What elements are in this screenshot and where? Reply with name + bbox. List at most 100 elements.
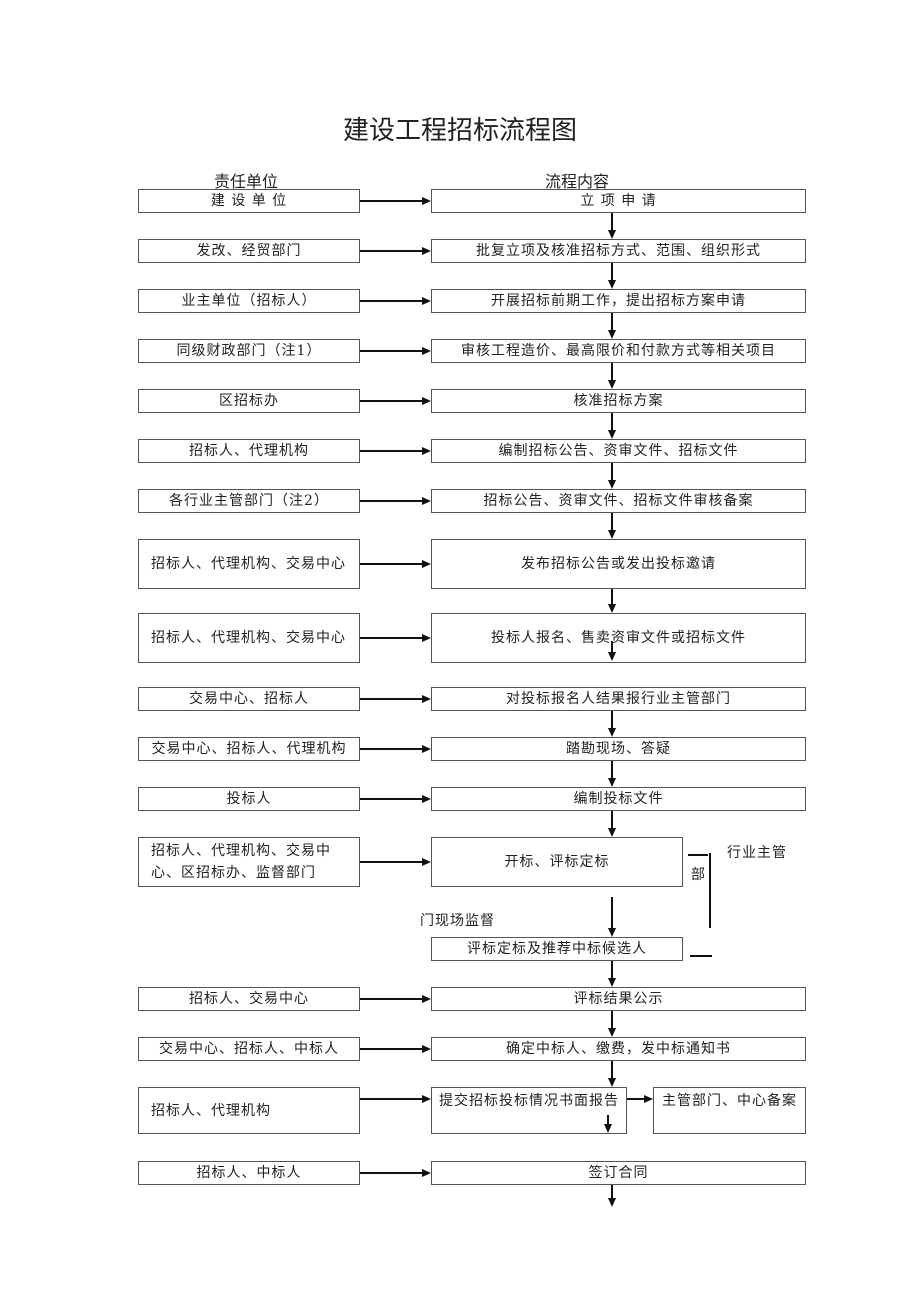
arrow-head [608,928,616,937]
box-label: 各行业主管部门（注2） [169,493,329,509]
responsible-box: 各行业主管部门（注2） [138,489,360,513]
arrow-head [608,1198,616,1207]
box-label: 业主单位（招标人） [181,293,317,309]
arrow-head [422,497,431,505]
responsible-box: 交易中心、招标人 [138,687,360,711]
box-label: 发布招标公告或发出投标邀请 [521,556,716,572]
arrow-head [422,560,431,568]
process-box: 审核工程造价、最高限价和付款方式等相关项目 [431,339,806,363]
responsible-box: 同级财政部门（注1） [138,339,360,363]
responsible-box: 招标人、中标人 [138,1161,360,1185]
process-box: 投标人报名、售卖资审文件或招标文件 [431,613,806,663]
box-label: 审核工程造价、最高限价和付款方式等相关项目 [461,343,776,359]
process-box: 提交招标投标情况书面报告 [431,1087,627,1134]
filing-box: 主管部门、中心备案 [653,1087,806,1134]
page-title: 建设工程招标流程图 [342,116,577,146]
annotation-supervision-c: 门现场监督 [420,913,495,929]
responsible-box: 招标人、代理机构 [138,439,360,463]
arrow-head [608,230,616,239]
box-label: 交易中心、招标人、代理机构 [151,741,347,757]
box-label: 踏勘现场、答疑 [566,741,671,757]
arrow-head [604,1124,612,1133]
arrow-head [608,330,616,339]
annotation-supervision-b: 部 [691,867,706,883]
arrow-head [422,795,431,803]
box-label: 建 设 单 位 [210,193,288,209]
arrow-head [608,978,616,987]
box-label: 签订合同 [588,1165,649,1181]
arrow-head [422,397,431,405]
box-label: 提交招标投标情况书面报告 [439,1093,619,1109]
arrow-head [608,728,616,737]
responsible-box: 交易中心、招标人、代理机构 [138,737,360,761]
box-label: 编制招标公告、资审文件、招标文件 [498,443,739,459]
box-label: 招标人、代理机构 [151,1102,271,1119]
box-label: 招标人、交易中心 [189,991,309,1007]
box-label: 确定中标人、缴费，发中标通知书 [506,1041,731,1057]
responsible-box: 招标人、代理机构 [138,1087,360,1134]
responsible-box: 发改、经贸部门 [138,239,360,263]
annotation-supervision-a: 行业主管 [727,845,787,861]
box-label: 交易中心、招标人、中标人 [159,1041,339,1057]
box-label: 招标人、代理机构、交易中心 [151,556,346,572]
box-label: 核准招标方案 [573,393,664,409]
process-box: 评标结果公示 [431,987,806,1011]
arrow-head [608,380,616,389]
responsible-box: 招标人、代理机构、交易中心 [138,613,360,663]
box-label: 主管部门、中心备案 [662,1093,797,1109]
arrow-head [422,1095,431,1103]
arrow-head [608,1078,616,1087]
arrow-head [422,745,431,753]
arrow-head [422,1169,431,1177]
box-label: 交易中心、招标人 [189,691,309,707]
box-label: 开展招标前期工作，提出招标方案申请 [491,293,746,309]
box-label: 开标、评标定标 [504,854,610,870]
responsible-box: 招标人、交易中心 [138,987,360,1011]
arrow-head [608,1028,616,1037]
process-box: 对投标报名人结果报行业主管部门 [431,687,806,711]
arrow-head [422,858,431,866]
box-label: 编制投标文件 [573,791,664,807]
arrow-head [422,695,431,703]
box-label: 评标定标及推荐中标候选人 [467,941,647,957]
process-box: 踏勘现场、答疑 [431,737,806,761]
box-label: 区招标办 [219,393,279,409]
process-box: 发布招标公告或发出投标邀请 [431,539,806,589]
arrow-head [422,247,431,255]
arrow-head [422,347,431,355]
box-label: 同级财政部门（注1） [176,343,322,359]
arrow-head [422,447,431,455]
process-box: 批复立项及核准招标方式、范围、组织形式 [431,239,806,263]
box-label: 发改、经贸部门 [196,243,302,259]
process-box: 开标、评标定标 [431,837,683,887]
arrow-head [422,197,431,205]
process-box: 签订合同 [431,1161,806,1185]
box-label: 投标人报名、售卖资审文件或招标文件 [491,630,746,646]
process-box: 开展招标前期工作，提出招标方案申请 [431,289,806,313]
box-label: 投标人 [226,791,272,807]
box-label: 招标公告、资审文件、招标文件审核备案 [483,493,754,509]
responsible-box: 交易中心、招标人、中标人 [138,1037,360,1061]
arrow-head [608,652,616,661]
arrow-head [608,430,616,439]
process-box: 编制投标文件 [431,787,806,811]
box-label: 对投标报名人结果报行业主管部门 [506,691,731,707]
process-box: 评标定标及推荐中标候选人 [431,937,683,961]
arrow-head [422,634,431,642]
arrow-head [422,297,431,305]
box-label: 招标人、代理机构 [189,443,309,459]
box-label: 立 项 申 请 [580,193,657,209]
arrow-head [608,604,616,613]
box-label: 招标人、代理机构、交易中心 [151,630,346,646]
responsible-box: 招标人、代理机构、交易中心 [138,539,360,589]
responsible-box: 招标人、代理机构、交易中心、区招标办、监督部门 [138,837,360,887]
arrow-head [608,280,616,289]
responsible-box: 区招标办 [138,389,360,413]
arrow-head [422,995,431,1003]
arrow-head [608,778,616,787]
box-label: 招标人、代理机构、交易中心、区招标办、监督部门 [151,843,331,881]
arrow-head [608,530,616,539]
responsible-box: 投标人 [138,787,360,811]
